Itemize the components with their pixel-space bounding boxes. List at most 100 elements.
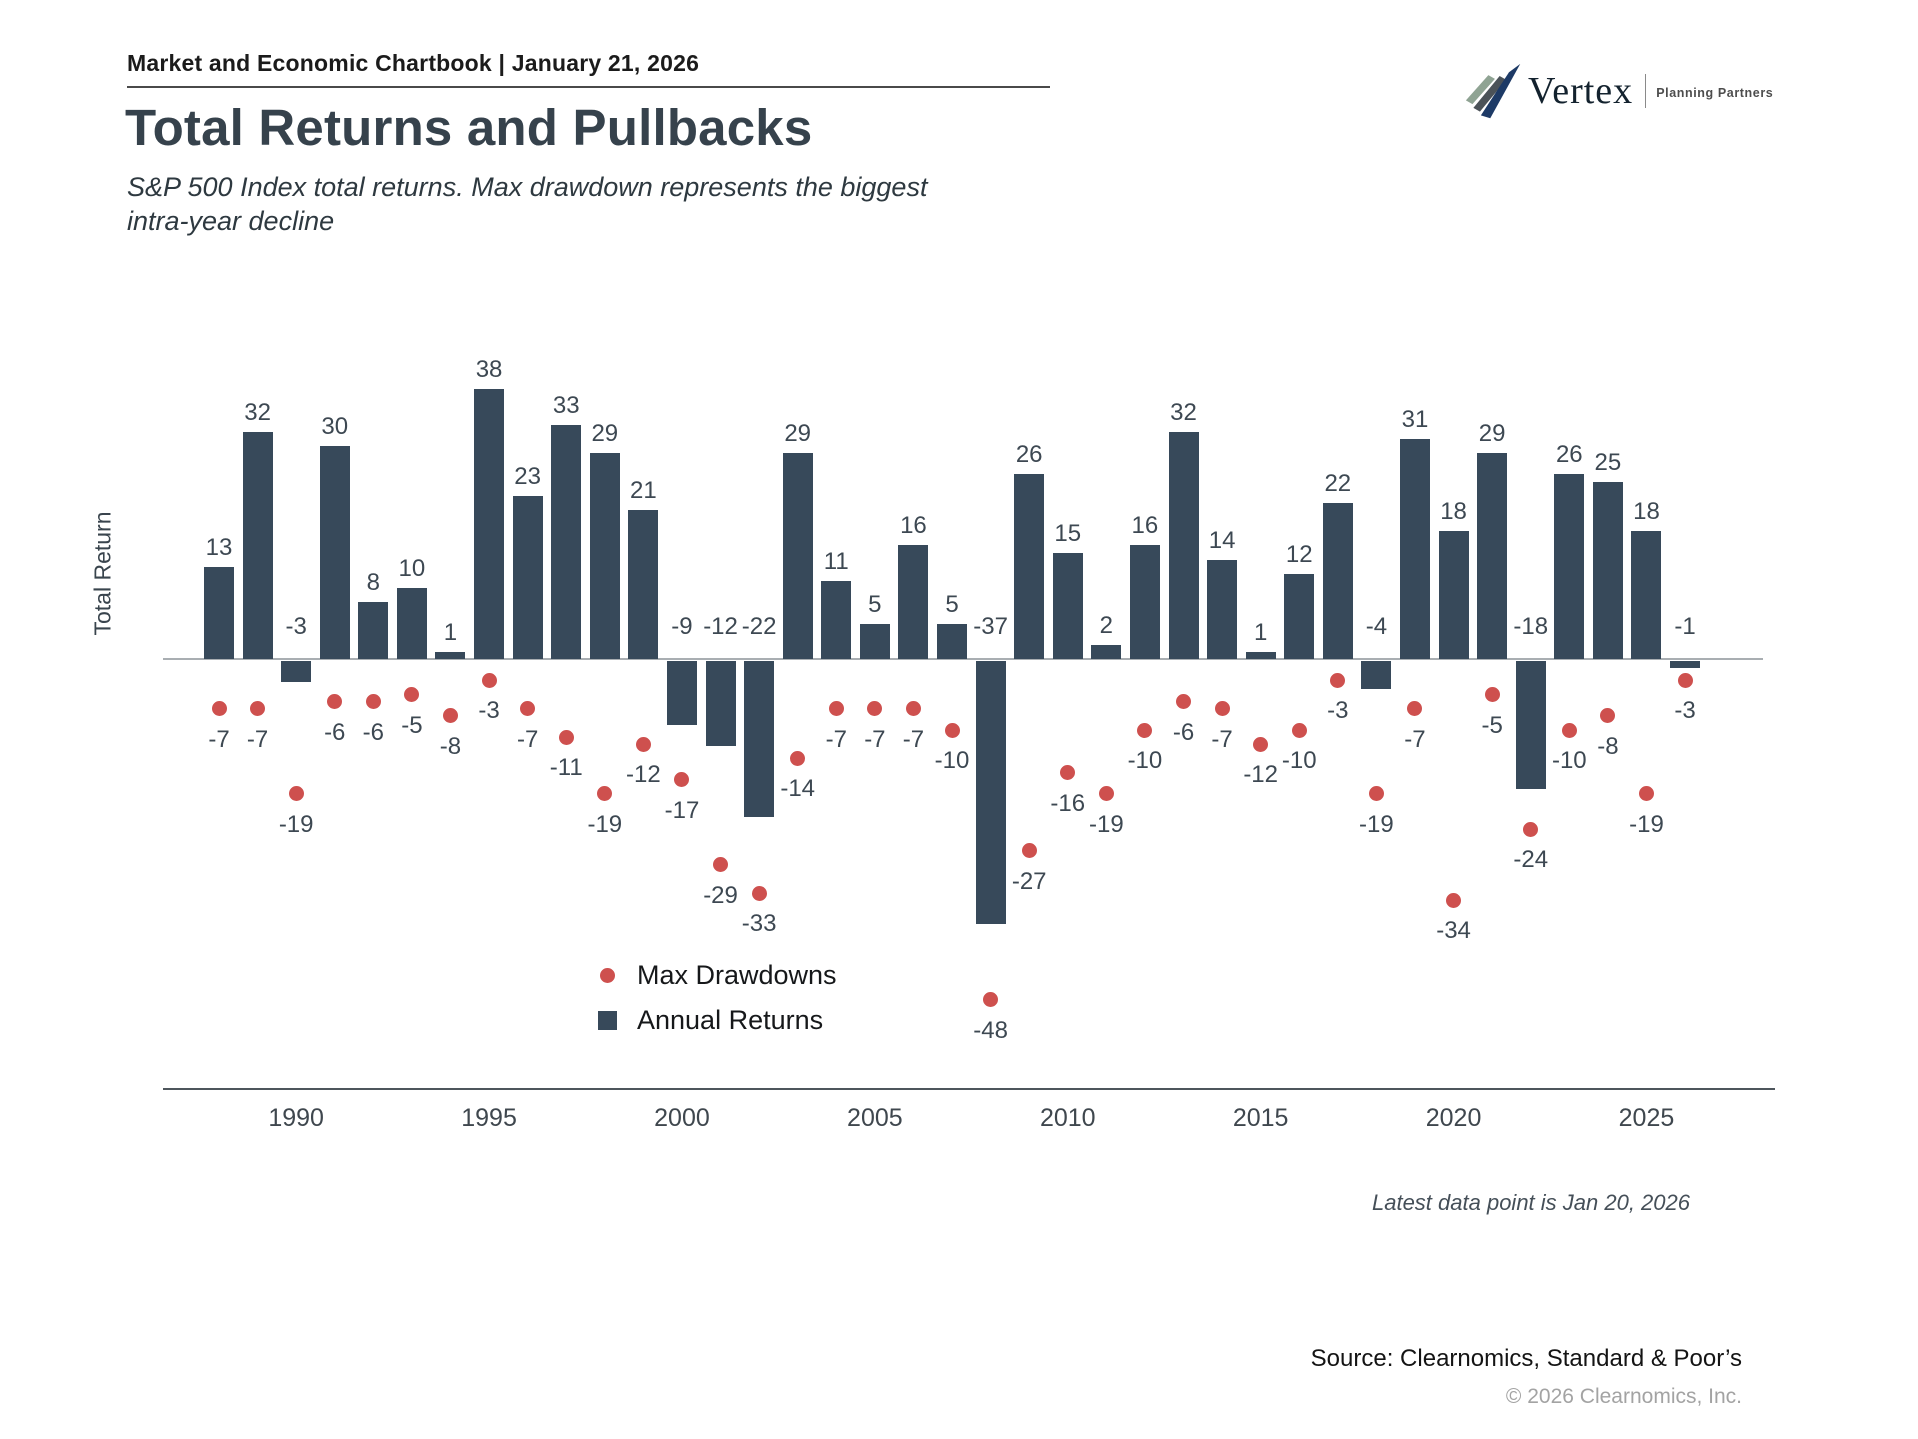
drawdown-value-label-2025: -19 [1629,810,1664,838]
logo-tagline: Planning Partners [1656,86,1774,100]
returns-legend-marker-icon [598,1011,617,1030]
max-drawdown-dot-2009 [1021,843,1037,859]
annual-return-bar-1989 [242,431,273,659]
annual-return-bar-2020 [1438,531,1469,659]
drawdown-value-label-2002: -33 [741,910,777,938]
drawdown-value-label-2008: -48 [973,1016,1008,1044]
drawdown-value-label-2006: -7 [902,725,925,753]
logo-wordmark: Vertex [1528,70,1634,112]
drawdown-value-label-2018: -19 [1359,810,1394,838]
annual-return-bar-2016 [1284,573,1315,659]
return-value-label-2017: 22 [1324,469,1352,497]
drawdown-value-label-2026: -3 [1674,697,1696,725]
return-value-label-2001: -12 [703,613,738,640]
logo-divider [1645,74,1647,108]
latest-data-footnote: Latest data point is Jan 20, 2026 [1371,1190,1690,1215]
return-value-label-1990: -3 [285,613,307,640]
annual-return-bar-2017 [1322,502,1353,659]
max-drawdown-dot-1991 [327,694,343,710]
drawdown-value-label-1988: -7 [208,725,230,753]
annual-return-bar-2004 [821,580,852,659]
drawdown-value-label-2014: -7 [1211,725,1233,753]
vertex-swoosh-icon [1465,63,1521,119]
annual-return-bar-1999 [628,509,659,659]
return-value-label-2016: 12 [1285,540,1313,568]
return-value-label-1993: 10 [398,555,426,582]
max-drawdown-dot-1998 [597,786,613,802]
drawdown-value-label-1993: -5 [401,711,423,739]
max-drawdown-dot-1989 [250,701,266,717]
max-drawdown-dot-1992 [365,694,381,710]
drawdown-value-label-2010: -16 [1050,789,1086,817]
drawdown-value-label-2000: -17 [664,796,700,824]
annual-return-bar-1993 [396,588,427,659]
legend-label-returns: Annual Returns [637,1005,824,1035]
max-drawdown-dot-2019 [1407,701,1423,717]
drawdown-value-label-2024: -8 [1597,732,1619,760]
return-value-label-2011: 2 [1099,611,1113,639]
max-drawdown-dot-2003 [790,750,806,766]
chart-subtitle: S&P 500 Index total returns. Max drawdow… [127,170,927,238]
max-drawdown-dot-2001 [713,857,729,873]
annual-return-bar-2001 [705,661,736,747]
max-drawdown-dot-2013 [1176,694,1191,710]
legend-item-returns: Annual Returns [598,1005,837,1036]
max-drawdown-dot-2007 [944,722,960,738]
max-drawdown-dot-1995 [481,672,497,688]
return-value-label-2023: 26 [1555,441,1583,469]
max-drawdown-dot-1990 [288,786,304,802]
drawdown-legend-marker-icon [600,968,615,983]
vertex-logo: Vertex Planning Partners [1464,62,1773,120]
drawdown-value-label-2005: -7 [864,725,886,753]
annual-return-bar-2011 [1091,644,1122,659]
return-value-label-1988: 13 [205,533,233,561]
drawdown-value-label-2009: -27 [1011,867,1047,895]
max-drawdown-dot-2020 [1446,892,1462,908]
subtitle-line-1: S&P 500 Index total returns. Max drawdow… [127,172,928,202]
annual-return-bar-2019 [1399,438,1430,659]
drawdown-value-label-2019: -7 [1404,725,1426,753]
max-drawdown-dot-2012 [1137,722,1153,738]
drawdown-value-label-1990: -19 [278,810,314,838]
return-value-label-2012: 16 [1131,512,1159,540]
annual-return-bar-2026 [1670,661,1701,669]
header-divider [127,86,1050,88]
drawdown-value-label-2011: -19 [1088,810,1124,838]
return-value-label-2003: 29 [784,420,812,448]
x-tick-label-2005: 2005 [847,1104,903,1132]
return-value-label-2006: 16 [900,512,927,540]
max-drawdown-dot-2014 [1214,701,1230,717]
drawdown-value-label-1992: -6 [362,718,384,746]
return-value-label-1998: 29 [591,420,619,448]
max-drawdown-dot-2017 [1330,672,1346,688]
return-value-label-2026: -1 [1674,613,1696,640]
return-value-label-2019: 31 [1401,405,1429,433]
drawdown-value-label-2003: -14 [780,775,816,803]
annual-return-bar-2013 [1168,431,1199,659]
annual-return-bar-2021 [1477,453,1508,659]
max-drawdown-dot-1988 [211,701,227,717]
drawdown-value-label-2004: -7 [825,725,847,753]
return-value-label-1994: 1 [443,618,458,646]
return-value-label-2007: 5 [945,590,959,618]
max-drawdown-dot-1994 [442,708,458,724]
max-drawdown-dot-2002 [751,885,767,901]
page-title: Total Returns and Pullbacks [125,99,813,156]
zero-baseline [163,658,1763,660]
annual-return-bar-2009 [1014,474,1045,659]
source-attribution: Source: Clearnomics, Standard & Poor’s [1310,1345,1742,1372]
return-value-label-1992: 8 [366,569,380,597]
return-value-label-2018: -4 [1365,613,1388,640]
drawdown-value-label-1994: -8 [439,732,462,760]
x-axis-line [163,1088,1775,1090]
return-value-label-2010: 15 [1054,519,1082,547]
annual-return-bar-2003 [782,453,813,659]
x-tick-label-1995: 1995 [461,1104,517,1132]
x-tick-label-2010: 2010 [1039,1104,1096,1132]
annual-return-bar-1997 [551,424,582,659]
drawdown-value-label-1991: -6 [324,718,346,746]
subtitle-line-2: intra-year decline [127,206,335,236]
annual-return-bar-2002 [744,661,775,818]
annual-return-bar-2008 [975,661,1006,924]
